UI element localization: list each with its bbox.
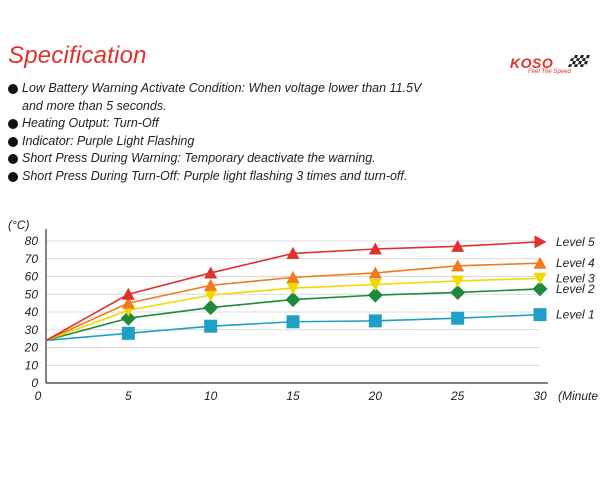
data-point <box>204 289 218 302</box>
data-point <box>121 287 135 300</box>
y-tick-label: 40 <box>25 305 39 319</box>
x-tick-label: 25 <box>450 389 465 403</box>
data-point <box>120 310 136 326</box>
data-point <box>451 275 465 288</box>
legend-label: Level 4 <box>556 256 595 270</box>
data-point <box>204 266 218 279</box>
x-tick-label: 0 <box>35 389 42 403</box>
data-point <box>285 292 301 308</box>
spec-text-continued: and more than 5 seconds. <box>22 98 167 113</box>
y-tick-label: 80 <box>25 234 39 248</box>
data-point <box>533 256 547 269</box>
data-point <box>533 272 547 285</box>
y-axis-label: (°C) <box>8 218 29 232</box>
bullet-dot-icon <box>8 154 18 165</box>
x-tick-label: 20 <box>368 389 383 403</box>
spec-item-low-battery: Low Battery Warning Activate Condition: … <box>8 80 598 115</box>
spec-item-indicator: Indicator: Purple Light Flashing <box>8 133 598 151</box>
spec-text: Short Press During Warning: Temporary de… <box>22 151 376 166</box>
data-point <box>204 278 218 291</box>
data-point <box>286 246 300 259</box>
y-tick-label: 50 <box>25 287 39 301</box>
x-tick-label: 30 <box>533 389 547 403</box>
spec-item-short-press-warning: Short Press During Warning: Temporary de… <box>8 150 598 168</box>
y-tick-label: 70 <box>25 252 39 266</box>
data-point <box>203 300 219 316</box>
data-point <box>450 284 466 300</box>
data-point <box>451 311 465 325</box>
spec-item-heating-output: Heating Output: Turn-Off <box>8 115 598 133</box>
data-point <box>368 242 382 255</box>
data-point <box>121 326 135 340</box>
data-point <box>286 282 300 295</box>
spec-text: Low Battery Warning Activate Condition: … <box>22 81 422 95</box>
x-axis-label: (Minute <box>558 389 598 403</box>
data-point <box>368 266 382 279</box>
spec-text: Indicator: Purple Light Flashing <box>22 133 195 148</box>
data-point <box>286 270 300 283</box>
legend-label: Level 3 <box>556 271 595 285</box>
x-tick-label: 10 <box>204 389 218 403</box>
legend-label: Level 2 <box>556 282 595 296</box>
data-point <box>532 281 548 297</box>
data-point <box>451 259 465 272</box>
x-tick-label: 15 <box>286 389 300 403</box>
data-point <box>368 314 382 328</box>
koso-logo: KOSO Feel The Speed <box>510 55 594 79</box>
logo-brand: KOSO <box>510 55 554 71</box>
data-point <box>451 239 465 252</box>
page-title: Specification <box>8 42 147 69</box>
y-tick-label: 10 <box>25 358 39 372</box>
data-point <box>121 296 135 309</box>
y-tick-label: 0 <box>31 376 38 390</box>
spec-text: Short Press During Turn-Off: Purple ligh… <box>22 168 408 183</box>
y-tick-label: 20 <box>24 341 39 355</box>
data-point <box>534 235 547 249</box>
data-point <box>367 287 383 303</box>
bullet-dot-icon <box>8 136 18 147</box>
spec-item-short-press-turnoff: Short Press During Turn-Off: Purple ligh… <box>8 168 598 186</box>
legend-label: Level 1 <box>556 308 595 322</box>
bullet-dot-icon <box>8 84 18 94</box>
data-point <box>286 315 300 329</box>
bullet-dot-icon <box>8 119 18 130</box>
y-tick-label: 60 <box>25 270 39 284</box>
bullet-dot-icon <box>8 171 18 182</box>
spec-list: Low Battery Warning Activate Condition: … <box>8 80 598 186</box>
logo-tagline: Feel The Speed <box>528 69 571 75</box>
data-point <box>368 278 382 291</box>
legend-label: Level 5 <box>556 235 595 249</box>
y-tick-label: 30 <box>25 323 39 337</box>
x-tick-label: 5 <box>125 389 132 403</box>
data-point <box>533 308 547 322</box>
spec-text: Heating Output: Turn-Off <box>22 116 159 131</box>
data-point <box>204 319 218 333</box>
